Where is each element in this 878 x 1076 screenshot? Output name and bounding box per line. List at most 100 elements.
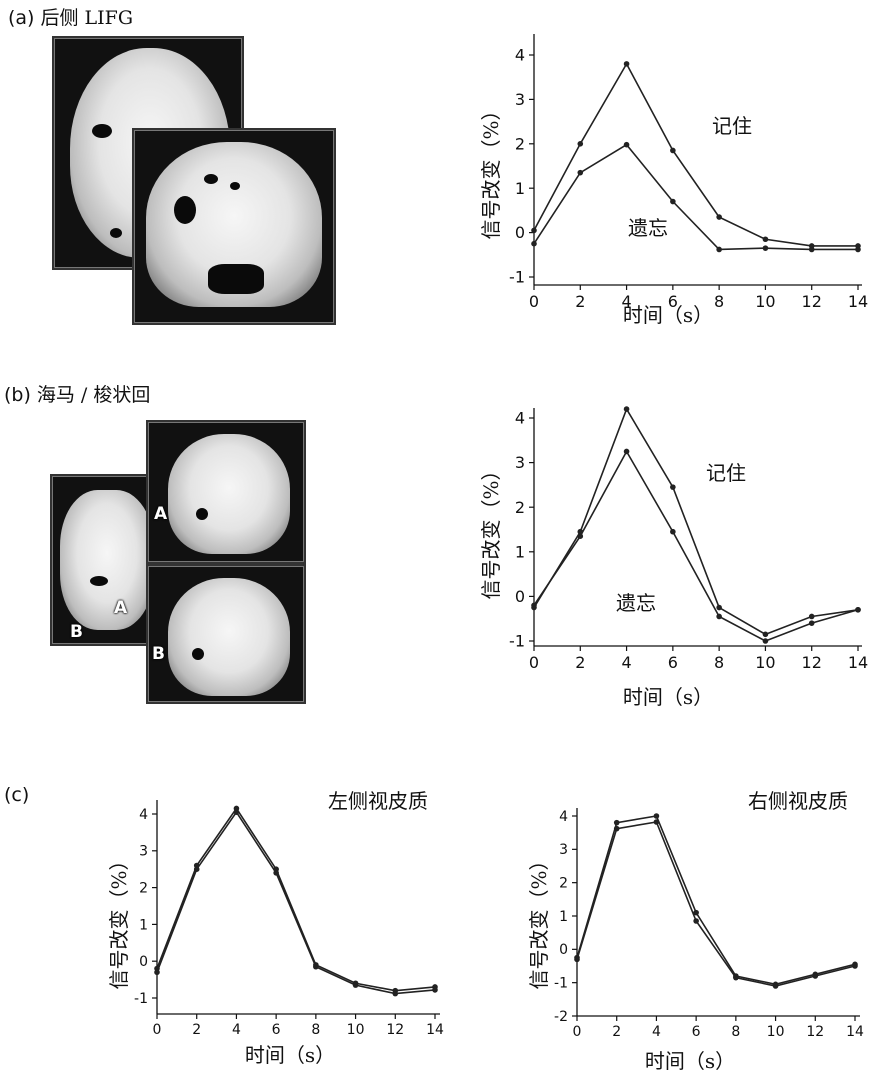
x-tick-label: 8 <box>311 1022 320 1038</box>
data-point <box>577 141 584 147</box>
data-point <box>531 240 537 247</box>
x-axis-title: 时间（s） <box>623 685 713 709</box>
series-line-0 <box>533 62 858 247</box>
y-tick-label: -1 <box>134 991 148 1007</box>
y-tick-label: 2 <box>515 134 525 153</box>
marker-a-coronal: A <box>154 504 168 524</box>
data-point <box>812 973 819 979</box>
brain-axial-slice-b: A B <box>50 474 156 646</box>
x-tick-label: 14 <box>848 292 868 311</box>
y-tick-label: 2 <box>559 876 568 892</box>
y-axis-title: 信号改变（%） <box>527 850 551 989</box>
brain-coronal-slice-a <box>132 128 336 325</box>
chart-title: 左侧视皮质 <box>328 789 428 813</box>
data-point <box>693 918 699 924</box>
x-tick-label: 10 <box>755 653 775 672</box>
x-tick-label: 2 <box>612 1024 621 1040</box>
x-tick-label: 12 <box>802 653 822 672</box>
x-tick-label: 14 <box>426 1022 444 1038</box>
data-point <box>716 604 722 611</box>
x-tick-label: 4 <box>652 1024 661 1040</box>
x-tick-label: 4 <box>621 292 631 311</box>
y-tick-label: 3 <box>515 90 525 109</box>
data-point <box>693 909 699 916</box>
data-point <box>653 819 660 825</box>
x-tick-label: 2 <box>575 653 585 672</box>
marker-b-coronal: B <box>152 644 165 664</box>
data-point <box>855 246 861 253</box>
x-tick-label: 8 <box>731 1024 740 1040</box>
y-tick-label: 4 <box>515 46 525 65</box>
x-tick-label: 6 <box>272 1022 281 1038</box>
x-tick-label: 0 <box>153 1022 162 1038</box>
x-tick-label: 8 <box>714 653 724 672</box>
data-point <box>762 638 769 644</box>
series-line-0 <box>533 407 859 636</box>
x-tick-label: 0 <box>529 292 539 311</box>
series-label-forget: 遗忘 <box>616 591 656 615</box>
data-point <box>623 61 630 67</box>
y-tick-label: 4 <box>515 409 525 428</box>
data-point <box>193 866 200 872</box>
panel-b-title: 海马 / 梭状回 <box>36 384 151 406</box>
x-axis-title: 时间（s） <box>645 1049 735 1073</box>
x-tick-label: 4 <box>232 1022 241 1038</box>
data-point <box>716 246 722 253</box>
y-tick-label: 0 <box>139 954 148 970</box>
data-point <box>762 631 769 638</box>
series-label-remember: 记住 <box>706 461 746 485</box>
marker-a-axial: A <box>114 598 128 618</box>
y-tick-label: 3 <box>515 453 525 472</box>
data-point <box>670 147 676 154</box>
panel-a-title: 后侧 LIFG <box>40 7 133 29</box>
x-tick-label: 4 <box>621 653 631 672</box>
marker-b-axial: B <box>70 622 83 642</box>
x-tick-label: 0 <box>529 653 539 672</box>
x-tick-label: 12 <box>806 1024 824 1040</box>
x-tick-label: 8 <box>714 292 724 311</box>
y-tick-label: 0 <box>515 587 525 606</box>
y-tick-label: 4 <box>139 807 148 823</box>
x-tick-label: 2 <box>192 1022 201 1038</box>
data-point <box>623 406 630 412</box>
data-point <box>808 613 815 620</box>
y-tick-label: 2 <box>515 498 525 517</box>
x-tick-label: 10 <box>755 292 775 311</box>
y-tick-label: -1 <box>509 268 525 287</box>
data-point <box>623 448 630 455</box>
data-point <box>577 533 584 539</box>
data-point <box>613 819 620 826</box>
data-point <box>574 956 580 963</box>
data-point <box>716 214 722 220</box>
x-tick-label: 14 <box>848 653 868 672</box>
y-axis-title: 信号改变（%） <box>107 850 131 989</box>
panel-a-label: (a) 后侧 LIFG <box>8 7 133 29</box>
y-tick-label: 4 <box>559 809 568 825</box>
data-point <box>613 825 620 832</box>
y-tick-label: 3 <box>559 842 568 858</box>
series-line-0 <box>156 807 436 992</box>
series-line-1 <box>156 810 436 995</box>
data-point <box>808 620 815 626</box>
brain-coronal-slice-b-top: A <box>146 420 306 564</box>
data-point <box>154 969 160 976</box>
y-tick-label: 1 <box>559 909 568 925</box>
y-tick-label: 1 <box>515 542 525 561</box>
y-tick-label: -1 <box>509 632 525 651</box>
data-point <box>716 613 722 620</box>
y-tick-label: -1 <box>554 976 568 992</box>
x-tick-label: 12 <box>386 1022 404 1038</box>
y-tick-label: 2 <box>139 881 148 897</box>
x-tick-label: 10 <box>347 1022 365 1038</box>
data-point <box>233 809 240 815</box>
panel-c-label: (c) <box>4 784 30 806</box>
data-point <box>273 870 279 876</box>
series-line-1 <box>533 143 858 251</box>
data-point <box>670 528 676 535</box>
x-tick-label: 6 <box>692 1024 701 1040</box>
x-axis-title: 时间（s） <box>623 303 713 327</box>
data-point <box>352 982 359 988</box>
